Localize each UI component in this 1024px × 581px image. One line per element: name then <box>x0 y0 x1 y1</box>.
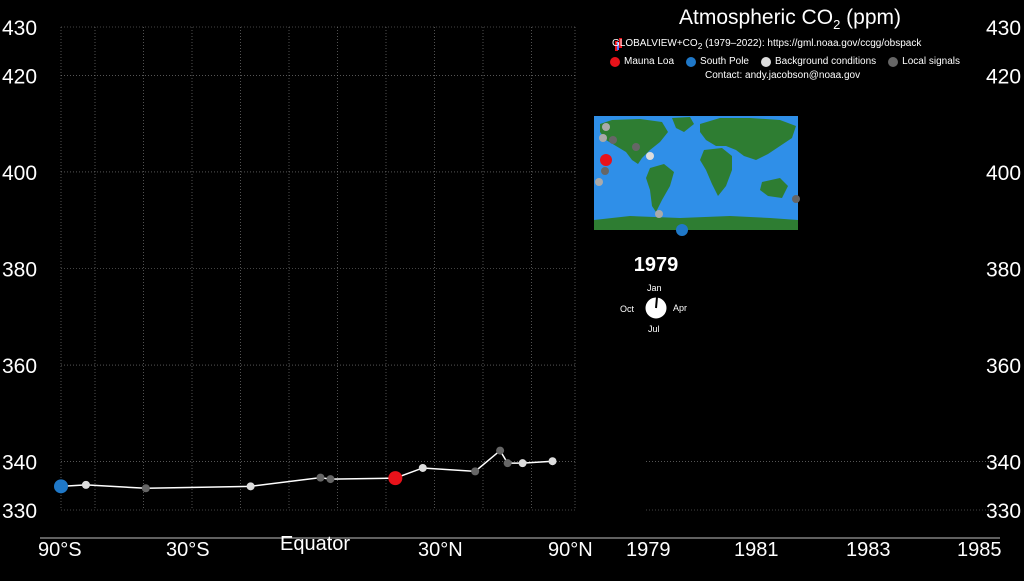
time-tick-label: 1983 <box>846 539 891 561</box>
legend-label: Local signals <box>902 56 960 67</box>
y-tick-label-left: 430 <box>2 17 37 40</box>
clock-label-jan: Jan <box>647 283 662 293</box>
legend-item-mauna-loa: Mauna Loa <box>610 56 674 67</box>
chart-title: Atmospheric CO2 (ppm) <box>679 6 901 33</box>
legend-item-background: Background conditions <box>760 56 877 67</box>
x-tick-label: Equator <box>280 533 350 555</box>
south-america <box>646 164 674 212</box>
north-america <box>600 119 668 164</box>
greenland <box>672 117 694 132</box>
latitude-plot-grid <box>60 26 576 511</box>
legend: Mauna Loa South Pole Background conditio… <box>610 56 960 67</box>
time-tick-label: 1979 <box>626 539 671 561</box>
x-tick-label: 90°S <box>38 539 82 561</box>
legend-marker <box>686 56 697 67</box>
map-station-dot <box>632 143 640 151</box>
map-station-dot <box>655 210 663 218</box>
y-tick-label-right: 400 <box>986 162 1021 185</box>
y-tick-label-left: 330 <box>2 500 37 523</box>
legend-item-south-pole: South Pole <box>686 56 749 67</box>
x-tick-label: 90°N <box>548 539 593 561</box>
station-point <box>388 471 403 486</box>
y-tick-label-right: 420 <box>986 65 1021 88</box>
station-point <box>496 446 505 455</box>
legend-label: South Pole <box>700 56 749 67</box>
x-tick-label: 30°N <box>418 539 463 561</box>
map-station-dot <box>595 178 603 186</box>
world-map <box>594 116 800 236</box>
map-station-dot <box>676 224 688 236</box>
map-station-dot <box>600 154 612 166</box>
map-station-dot <box>602 123 610 131</box>
station-point <box>54 479 68 494</box>
map-station-dot <box>599 134 607 142</box>
latitude-profile-line <box>60 449 553 490</box>
station-point <box>141 484 150 493</box>
australia <box>760 178 788 198</box>
station-point <box>548 457 557 466</box>
axis-tick-labels: 330 330 340 340 360 360 380 380 400 400 420 420 430 4… <box>2 17 1021 561</box>
y-tick-label-left: 360 <box>2 355 37 378</box>
station-point <box>471 467 480 476</box>
season-clock <box>644 296 668 320</box>
station-point <box>418 463 427 472</box>
y-tick-label-right: 360 <box>986 355 1021 378</box>
station-point <box>518 459 527 468</box>
map-station-dots <box>595 123 800 236</box>
station-point <box>326 475 335 484</box>
y-tick-label-left: 380 <box>2 259 37 282</box>
time-plot-grid <box>646 461 1000 511</box>
time-tick-label: 1985 <box>957 539 1002 561</box>
station-point <box>316 473 325 482</box>
flask-icon <box>615 38 622 51</box>
y-tick-label-left: 420 <box>2 65 37 88</box>
y-tick-label-right: 430 <box>986 17 1021 40</box>
clock-label-jul: Jul <box>648 324 660 334</box>
clock-hand <box>655 296 658 309</box>
clock-label-oct: Oct <box>620 304 635 314</box>
station-point <box>81 480 90 489</box>
legend-marker <box>760 56 771 67</box>
y-tick-label-left: 400 <box>2 162 37 185</box>
station-points <box>54 446 557 494</box>
y-tick-label-right: 330 <box>986 500 1021 523</box>
station-point <box>246 482 255 491</box>
map-station-dot <box>792 195 800 203</box>
legend-item-local: Local signals <box>888 56 960 67</box>
map-station-dot <box>601 167 609 175</box>
station-point <box>503 459 512 468</box>
africa <box>700 148 732 196</box>
europe-asia <box>700 118 796 160</box>
year-label: 1979 <box>633 254 679 276</box>
contact-line: Contact: andy.jacobson@noaa.gov <box>705 70 861 81</box>
clock-label-apr: Apr <box>673 303 688 313</box>
y-tick-label-right: 340 <box>986 452 1021 475</box>
map-station-dot <box>646 152 654 160</box>
x-tick-label: 30°S <box>166 539 210 561</box>
source-line: GLOBALVIEW+CO2 (1979–2022): https://gml.… <box>612 38 922 51</box>
legend-label: Background conditions <box>774 56 877 67</box>
legend-label: Mauna Loa <box>624 56 675 67</box>
legend-marker <box>610 56 620 67</box>
y-tick-label-right: 380 <box>986 259 1021 282</box>
time-tick-label: 1981 <box>734 539 779 561</box>
legend-marker <box>888 56 899 67</box>
antarctica <box>594 216 798 230</box>
map-station-dot <box>609 136 617 144</box>
y-tick-label-left: 340 <box>2 452 37 475</box>
